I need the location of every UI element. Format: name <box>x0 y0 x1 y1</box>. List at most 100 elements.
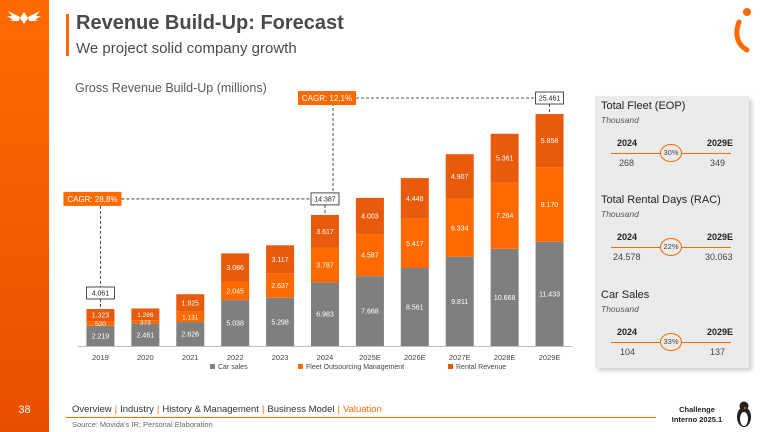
data-label-fleet-outsourcing-management-2026e: 5.417 <box>406 241 424 248</box>
nav-separator: | <box>114 404 118 415</box>
bar-fleet-outsourcing-management-2022 <box>221 281 250 301</box>
bar-rental-revenue-2019 <box>86 308 115 322</box>
kpi-year-b: 2029E <box>707 232 734 242</box>
nav-item-valuation[interactable]: Valuation <box>342 404 382 415</box>
bar-car-sales-2026e <box>400 267 429 346</box>
kpi-unit: Thousand <box>601 115 639 125</box>
kpi-year-a: 2024 <box>617 138 638 148</box>
nav-item-industry[interactable]: Industry <box>120 404 154 415</box>
kpi-year-b: 2029E <box>707 138 734 148</box>
bar-car-sales-2028e <box>490 248 519 346</box>
data-label-fleet-outsourcing-management-2023: 2.637 <box>271 283 289 290</box>
side-strip: 38 <box>0 0 49 432</box>
data-label-car-sales-2022: 5.038 <box>226 321 244 328</box>
x-tick-label-2024: 2024 <box>317 353 334 362</box>
x-tick-label-2025e: 2025E <box>359 353 381 362</box>
data-label-rental-revenue-2026e: 4.448 <box>406 196 424 203</box>
kpi-value-b: 30.063 <box>705 252 733 262</box>
legend-swatch-car-sales <box>210 364 215 369</box>
legend-swatch-rental-revenue <box>448 364 453 369</box>
data-label-fleet-outsourcing-management-2024: 3.787 <box>316 263 334 270</box>
bar-car-sales-2024 <box>311 282 339 346</box>
bar-car-sales-2021 <box>176 322 205 346</box>
total-label-2024: 14.387 <box>314 196 336 203</box>
x-tick-label-2021: 2021 <box>182 353 199 362</box>
nav-separator: | <box>156 404 160 415</box>
nav-item-overview[interactable]: Overview <box>72 404 112 415</box>
data-label-rental-revenue-2025e: 4.003 <box>361 214 379 221</box>
cagr-box-0 <box>63 191 122 206</box>
data-label-car-sales-2021: 2.626 <box>182 332 200 339</box>
data-label-car-sales-2026e: 8.561 <box>406 304 424 311</box>
challenge-line-2: Interno 2025.1 <box>671 415 723 424</box>
data-label-rental-revenue-2022: 3.086 <box>226 265 244 272</box>
source-note: Source: Movida's IR; Personal Elaboratio… <box>72 420 213 429</box>
data-label-rental-revenue-2021: 1.925 <box>182 301 200 308</box>
bar-fleet-outsourcing-management-2028e <box>490 182 519 249</box>
nav-item-history[interactable]: History & Management <box>162 404 259 415</box>
data-label-car-sales-2024: 6.983 <box>316 312 334 319</box>
data-label-rental-revenue-2028e: 5.361 <box>496 156 514 163</box>
data-label-fleet-outsourcing-management-2022: 2.045 <box>226 288 244 295</box>
kpi-unit: Thousand <box>601 304 639 314</box>
kpi-growth-badge: 22% <box>660 238 682 256</box>
bar-rental-revenue-2026e <box>400 178 429 219</box>
kpi-year-a: 2024 <box>617 327 638 337</box>
bar-rental-revenue-2023 <box>266 245 295 274</box>
kpi-unit: Thousand <box>601 209 639 219</box>
data-label-rental-revenue-2024: 3.617 <box>316 229 334 236</box>
data-label-rental-revenue-2020: 1.286 <box>137 312 154 319</box>
bar-rental-revenue-2021 <box>176 294 205 312</box>
x-tick-label-2019: 2019 <box>92 353 109 362</box>
kpi-value-a: 104 <box>620 347 636 357</box>
bar-car-sales-2023 <box>266 297 295 346</box>
bar-rental-revenue-2020 <box>131 308 160 321</box>
bar-fleet-outsourcing-management-2019 <box>86 321 115 326</box>
chart-title: Gross Revenue Build-Up (millions) <box>75 81 267 95</box>
data-label-rental-revenue-2023: 3.117 <box>272 257 289 264</box>
bar-car-sales-2029e <box>535 241 564 346</box>
page-number: 38 <box>18 404 31 416</box>
bar-fleet-outsourcing-management-2021 <box>176 311 205 323</box>
x-tick-label-2022: 2022 <box>227 353 244 362</box>
x-tick-label-2029e: 2029E <box>539 353 561 362</box>
x-tick-label-2028e: 2028E <box>494 353 516 362</box>
bar-fleet-outsourcing-management-2025e <box>355 234 384 277</box>
bar-car-sales-2027e <box>445 256 474 346</box>
winged-logo-icon <box>7 11 41 24</box>
legend-label-car-sales: Car sales <box>218 364 248 371</box>
bar-car-sales-2022 <box>221 300 250 346</box>
bar-rental-revenue-2024 <box>311 214 339 248</box>
cagr-label-0: CAGR: 28,8% <box>67 195 117 204</box>
bar-car-sales-2020 <box>131 323 160 346</box>
cagr-label-1: CAGR: 12,1% <box>302 94 352 103</box>
x-tick-label-2023: 2023 <box>272 353 289 362</box>
bar-car-sales-2025e <box>355 276 384 346</box>
x-tick-label-2020: 2020 <box>137 353 154 362</box>
data-label-car-sales-2019: 2.219 <box>92 333 110 340</box>
footer-divider <box>66 417 656 418</box>
kpi-growth-badge: 33% <box>660 333 682 351</box>
section-nav: Overview | Industry | History & Management | B… <box>72 404 382 415</box>
legend-label-fleet-outsourcing-management: Fleet Outsourcing Management <box>306 364 404 371</box>
data-label-fleet-outsourcing-management-2029e: 8.170 <box>541 202 559 209</box>
kpi-growth-badge: 30% <box>660 144 682 162</box>
bar-rental-revenue-2025e <box>355 197 384 235</box>
penguin-icon <box>737 401 751 427</box>
kpi-value-b: 349 <box>710 158 726 168</box>
bar-rental-revenue-2027e <box>445 154 474 199</box>
data-label-rental-revenue-2027e: 4.907 <box>451 174 469 181</box>
data-label-fleet-outsourcing-management-2028e: 7.264 <box>496 213 514 220</box>
nav-item-business-model[interactable]: Business Model <box>267 404 335 415</box>
data-label-car-sales-2025e: 7.668 <box>361 309 379 316</box>
data-label-fleet-outsourcing-management-2027e: 6.334 <box>451 225 469 232</box>
data-label-rental-revenue-2029e: 5.858 <box>541 138 559 145</box>
data-label-car-sales-2020: 2.461 <box>137 332 155 339</box>
data-label-car-sales-2029e: 11.433 <box>539 291 560 298</box>
legend-swatch-fleet-outsourcing-management <box>298 364 303 369</box>
nav-separator: | <box>261 404 265 415</box>
kpi-title: Total Fleet (EOP) <box>601 100 686 112</box>
data-label-rental-revenue-2019: 1.323 <box>92 313 110 320</box>
kpi-title: Total Rental Days (RAC) <box>601 194 721 206</box>
